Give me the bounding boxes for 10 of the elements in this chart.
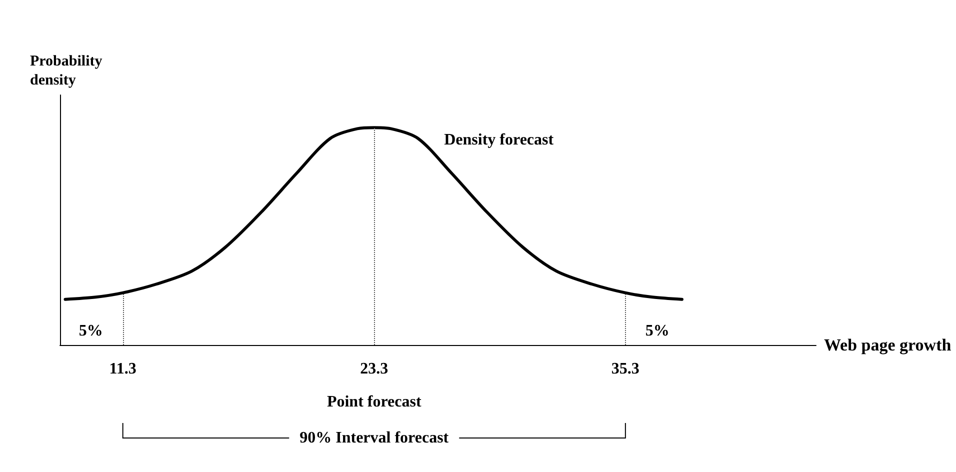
annotation: Density forecast <box>444 132 554 148</box>
x-tick-label: 23.3 <box>360 360 388 378</box>
y-axis-title: Probability density <box>30 54 106 88</box>
x-tick-label: 35.3 <box>611 360 640 378</box>
annotation: 5% <box>645 322 670 340</box>
text: 90% Interval forecast <box>300 430 450 446</box>
text: Point forecast <box>326 394 422 410</box>
annotation: 5% <box>78 322 103 340</box>
x-axis-title: Web page growth <box>824 336 952 354</box>
x-tick-label: 11.3 <box>109 360 136 378</box>
